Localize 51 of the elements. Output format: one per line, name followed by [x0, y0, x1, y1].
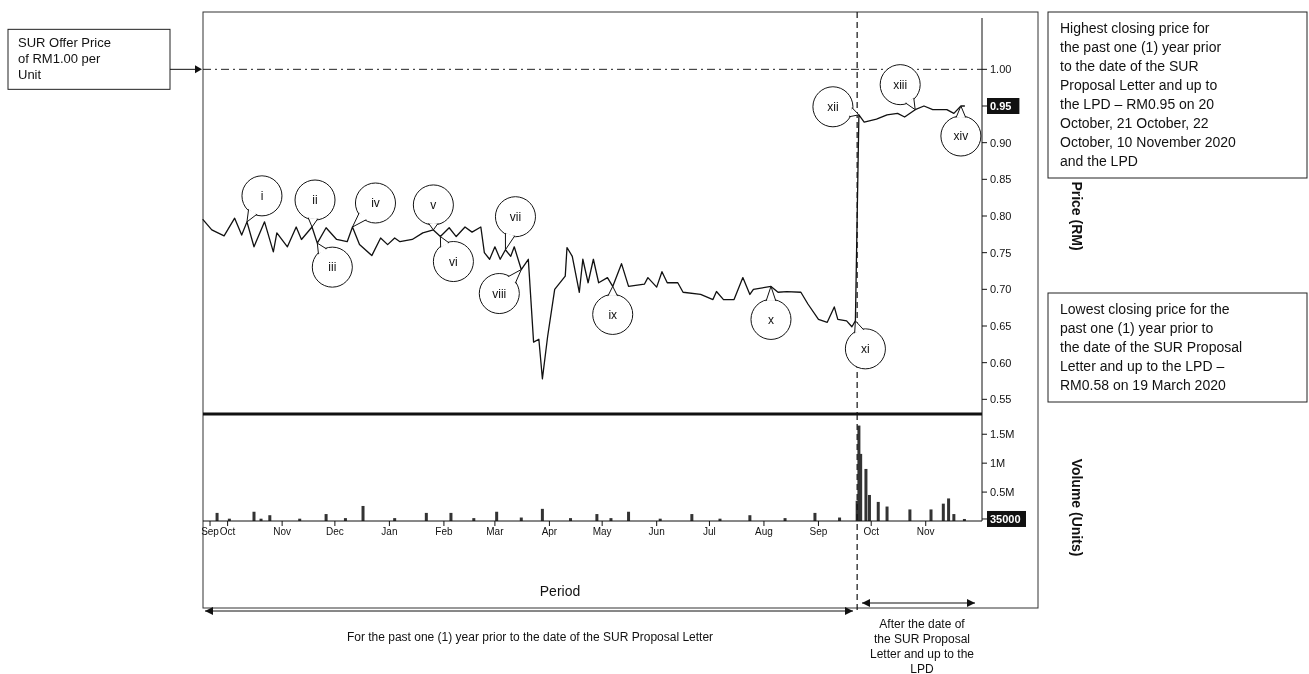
- y-tick-label: 0.60: [990, 356, 1012, 369]
- y-tick-label: 35000: [990, 512, 1021, 525]
- x-tick-label: Oct: [863, 526, 880, 537]
- y-tick-label: 0.65: [990, 319, 1012, 332]
- annotation: viii: [492, 286, 507, 301]
- x-tick-label: Mar: [486, 526, 505, 537]
- y-tick-label: 0.85: [990, 173, 1012, 186]
- annotation: iv: [371, 196, 380, 211]
- annotation: i: [260, 189, 264, 204]
- annotation: xii: [827, 100, 839, 114]
- x-tick-label: Aug: [755, 526, 773, 537]
- x-tick-label: May: [592, 526, 612, 537]
- annotation: v: [430, 198, 437, 213]
- text: After the date of the SUR Proposal Letter and up to the LPD: [869, 617, 975, 674]
- annotation: xiv: [953, 129, 969, 144]
- annotation: xi: [861, 342, 870, 357]
- x-tick-label: Sep: [201, 526, 220, 537]
- y-tick-label: 0.70: [990, 283, 1012, 296]
- y-tick-label: 0.55: [990, 393, 1012, 406]
- annotation: vi: [449, 254, 458, 269]
- annotation: iii: [328, 260, 337, 275]
- x-tick-label: Oct: [219, 526, 236, 537]
- annotation: x: [767, 312, 774, 327]
- ref-line-label: SUR Offer Price of RM1.00 per Unit: [18, 35, 111, 83]
- annotation: xiii: [893, 77, 908, 92]
- y-tick-label: 0.5M: [990, 485, 1015, 498]
- y-tick-label: 0.95: [990, 99, 1012, 112]
- y-tick-label: 0.75: [990, 246, 1012, 259]
- annotation: vii: [509, 209, 522, 224]
- x-tick-label: Nov: [273, 526, 292, 537]
- x-tick-label: Feb: [435, 526, 453, 537]
- text: Highest closing price for the past one (1) year prior to the date of the SUR Proposal Letter and up to the LPD – RM0.95 on 20 October, 21 October, 22 October, 10 November 2020 and the LPD: [1060, 20, 1237, 169]
- text: Lowest closing price for the past one (1) year prior to the date of the SUR Proposal Letter and up to the LPD – RM0.58 on 19 March 2020: [1060, 301, 1243, 393]
- x-tick-label: Dec: [325, 526, 344, 537]
- text: For the past one (1) year prior to the date of the SUR Proposal Letter: [346, 630, 714, 644]
- y-tick-label: 0.80: [990, 209, 1012, 222]
- x-tick-label: Apr: [541, 526, 558, 537]
- x-tick-label: Nov: [916, 526, 935, 537]
- y-axis-title: Price (RM): [1069, 181, 1085, 251]
- text: Period: [539, 583, 581, 599]
- x-tick-label: Sep: [809, 526, 828, 537]
- annotation: ii: [312, 193, 318, 208]
- y-axis-title: Volume (Units): [1069, 458, 1085, 557]
- x-tick-label: Jan: [381, 526, 398, 537]
- annotation: ix: [608, 307, 618, 322]
- y-tick-label: 1M: [990, 457, 1006, 470]
- y-tick-label: 0.90: [990, 136, 1012, 149]
- y-tick-label: 1.00: [990, 63, 1012, 76]
- x-tick-label: Jun: [648, 526, 665, 537]
- y-tick-label: 1.5M: [990, 428, 1015, 441]
- x-tick-label: Jul: [703, 526, 716, 537]
